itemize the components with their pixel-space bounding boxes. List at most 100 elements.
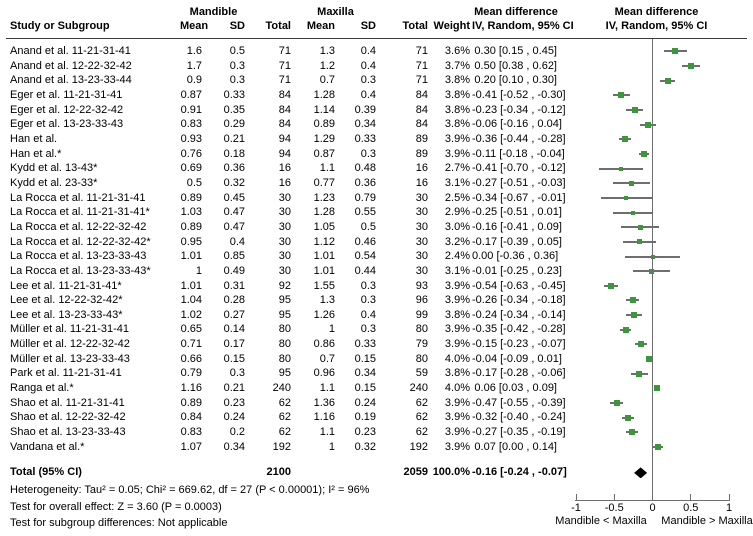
mandible-total: 30 — [278, 250, 291, 263]
study-row: Eger et al. 13-23-33-43 0.83 0.29 84 0.8… — [0, 117, 753, 132]
maxilla-sd: 0.24 — [354, 396, 376, 409]
study-row: La Rocca et al. 11-21-31-41 0.89 0.45 30… — [0, 191, 753, 206]
mandible-total: 84 — [278, 103, 291, 116]
maxilla-sd: 0.36 — [354, 176, 376, 189]
mandible-mean: 0.65 — [180, 323, 202, 336]
maxilla-total: 30 — [415, 206, 428, 219]
mandible-total: 192 — [272, 440, 291, 453]
mandible-total: 92 — [278, 279, 291, 292]
maxilla-mean: 1.28 — [313, 88, 335, 101]
study-label: Anand et al. 12-22-32-42 — [10, 59, 132, 72]
maxilla-sd: 0.3 — [360, 323, 376, 336]
study-ci-plot — [560, 147, 753, 162]
study-row: Müller et al. 13-23-33-43 0.66 0.15 80 0… — [0, 352, 753, 367]
study-row: Anand et al. 11-21-31-41 1.6 0.5 71 1.3 … — [0, 44, 753, 59]
study-ci-text: -0.27 [-0.35 , -0.19] — [472, 426, 566, 439]
study-row: Lee et al. 12-22-32-42* 1.04 0.28 95 1.3… — [0, 293, 753, 308]
mandible-mean: 0.91 — [180, 103, 202, 116]
maxilla-sd: 0.4 — [360, 59, 376, 72]
maxilla-total: 96 — [415, 294, 428, 307]
mandible-sd: 0.47 — [223, 220, 245, 233]
mandible-mean: 0.87 — [180, 88, 202, 101]
study-weight: 3.9% — [444, 323, 470, 336]
study-ci-plot — [560, 322, 753, 337]
study-row: Kydd et al. 23-33* 0.5 0.32 16 0.77 0.36… — [0, 176, 753, 191]
mandible-sd-column-header: SD — [229, 20, 245, 32]
mandible-total: 30 — [278, 264, 291, 277]
mandible-mean: 0.71 — [180, 338, 202, 351]
study-row: Shao et al. 12-22-32-42 0.84 0.24 62 1.1… — [0, 410, 753, 425]
maxilla-mean: 1.16 — [313, 411, 335, 424]
mandible-mean: 1.04 — [180, 294, 202, 307]
maxilla-sd: 0.15 — [354, 382, 376, 395]
study-ci-text: 0.06 [0.03 , 0.09] — [474, 382, 557, 395]
maxilla-mean: 1.1 — [319, 162, 335, 175]
column-header-row: Study or Subgroup Mean SD Total Mean SD … — [0, 19, 753, 34]
effect-square — [646, 356, 653, 363]
study-ci-text: -0.41 [-0.70 , -0.12] — [472, 162, 566, 175]
overall-effect-note: Test for overall effect: Z = 3.60 (P = 0… — [10, 500, 222, 513]
maxilla-total: 93 — [415, 279, 428, 292]
study-weight: 4.0% — [444, 352, 470, 365]
effect-square — [664, 77, 671, 84]
maxilla-total: 16 — [415, 176, 428, 189]
mandible-sd: 0.33 — [223, 88, 245, 101]
maxilla-total: 192 — [409, 440, 428, 453]
maxilla-total: 89 — [415, 147, 428, 160]
effect-square — [621, 136, 628, 143]
study-ci-plot — [560, 396, 753, 411]
ci-text-column-header: IV, Random, 95% CI — [472, 20, 574, 32]
maxilla-sd: 0.15 — [354, 352, 376, 365]
study-ci-text: -0.17 [-0.28 , -0.06] — [472, 367, 566, 380]
study-label: Müller et al. 11-21-31-41 — [10, 323, 130, 336]
maxilla-mean: 1.36 — [313, 396, 335, 409]
study-weight: 3.9% — [444, 338, 470, 351]
maxilla-mean: 0.7 — [319, 352, 335, 365]
maxilla-mean: 1 — [328, 440, 335, 453]
mandible-mean: 0.9 — [186, 74, 202, 87]
study-label: La Rocca et al. 12-22-32-42 — [10, 220, 147, 233]
maxilla-total: 80 — [415, 352, 428, 365]
study-ci-text: -0.36 [-0.44 , -0.28] — [472, 132, 566, 145]
study-label: Vandana et al.* — [10, 440, 85, 453]
maxilla-sd: 0.48 — [354, 162, 376, 175]
study-ci-text: -0.35 [-0.42 , -0.28] — [472, 323, 566, 336]
mandible-total: 80 — [278, 323, 291, 336]
mandible-sd: 0.45 — [223, 191, 245, 204]
effect-square — [654, 385, 661, 392]
maxilla-sd: 0.34 — [354, 367, 376, 380]
maxilla-sd: 0.19 — [354, 411, 376, 424]
maxilla-mean: 1.1 — [319, 426, 335, 439]
maxilla-group-header: Maxilla — [317, 6, 354, 18]
mandible-sd: 0.36 — [223, 162, 245, 175]
maxilla-sd: 0.3 — [360, 294, 376, 307]
effect-square — [631, 210, 636, 215]
study-ci-text: -0.23 [-0.34 , -0.12] — [472, 103, 566, 116]
study-weight: 3.2% — [444, 235, 470, 248]
maxilla-mean-column-header: Mean — [306, 20, 335, 32]
mandible-total: 62 — [278, 396, 291, 409]
study-label: Shao et al. 12-22-32-42 — [10, 411, 126, 424]
study-weight: 3.8% — [444, 367, 470, 380]
effect-square — [641, 150, 648, 157]
study-row: La Rocca et al. 13-23-33-43* 1 0.49 30 1… — [0, 264, 753, 279]
study-ci-plot — [560, 59, 753, 74]
study-ci-text: 0.50 [0.38 , 0.62] — [474, 59, 557, 72]
study-weight: 3.9% — [444, 147, 470, 160]
maxilla-sd: 0.54 — [354, 250, 376, 263]
mandible-sd: 0.31 — [223, 279, 245, 292]
study-ci-plot — [560, 381, 753, 396]
study-ci-text: -0.06 [-0.16 , 0.04] — [472, 118, 562, 131]
maxilla-total: 30 — [415, 264, 428, 277]
study-label: Lee et al. 11-21-31-41* — [10, 279, 122, 292]
study-ci-plot — [560, 73, 753, 88]
mandible-mean: 0.83 — [180, 118, 202, 131]
mandible-mean: 1.01 — [180, 250, 202, 263]
effect-square — [613, 400, 620, 407]
weight-column-header: Weight — [433, 20, 470, 32]
mandible-mean: 1.07 — [180, 440, 202, 453]
study-label: Han et al.* — [10, 147, 62, 160]
study-row: Kydd et al. 13-43* 0.69 0.36 16 1.1 0.48… — [0, 161, 753, 176]
study-ci-text: -0.27 [-0.51 , -0.03] — [472, 176, 566, 189]
maxilla-mean: 1.26 — [313, 308, 335, 321]
